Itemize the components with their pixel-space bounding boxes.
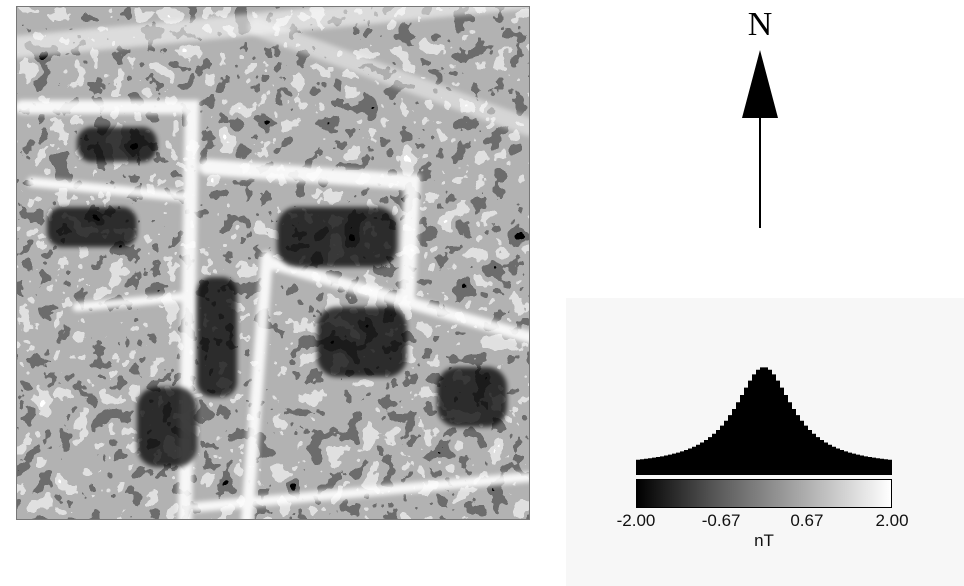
colorbar-tick-label: 0.67	[790, 511, 824, 530]
magnetometry-map	[16, 6, 530, 520]
colorbar-unit-label: nT	[754, 531, 774, 550]
colorbar	[636, 479, 892, 508]
north-arrow-icon	[742, 50, 778, 228]
north-arrow: N	[720, 6, 800, 236]
colorbar-tick-label: 2.00	[875, 511, 909, 530]
colorbar-tick-label: -2.00	[616, 511, 656, 530]
colorbar-tick-label: -0.67	[701, 511, 741, 530]
legend-panel: -2.00 -0.67 0.67 2.00 nT	[566, 298, 964, 586]
histogram-shape	[636, 367, 892, 475]
value-histogram	[636, 367, 892, 475]
north-label: N	[747, 6, 773, 43]
magnetometry-survey-image	[17, 7, 529, 519]
